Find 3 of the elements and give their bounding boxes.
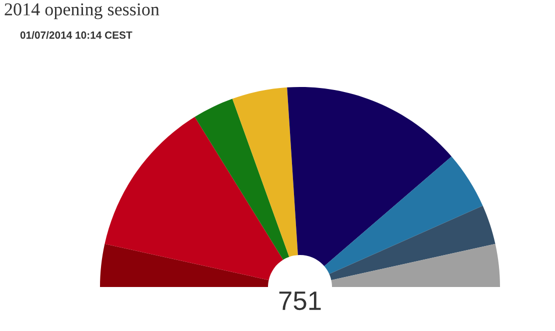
chart-title: 2014 opening session <box>4 3 160 20</box>
text: 751 <box>279 292 321 310</box>
chart-subtitle: 01/07/2014 10:14 CEST <box>20 31 132 39</box>
